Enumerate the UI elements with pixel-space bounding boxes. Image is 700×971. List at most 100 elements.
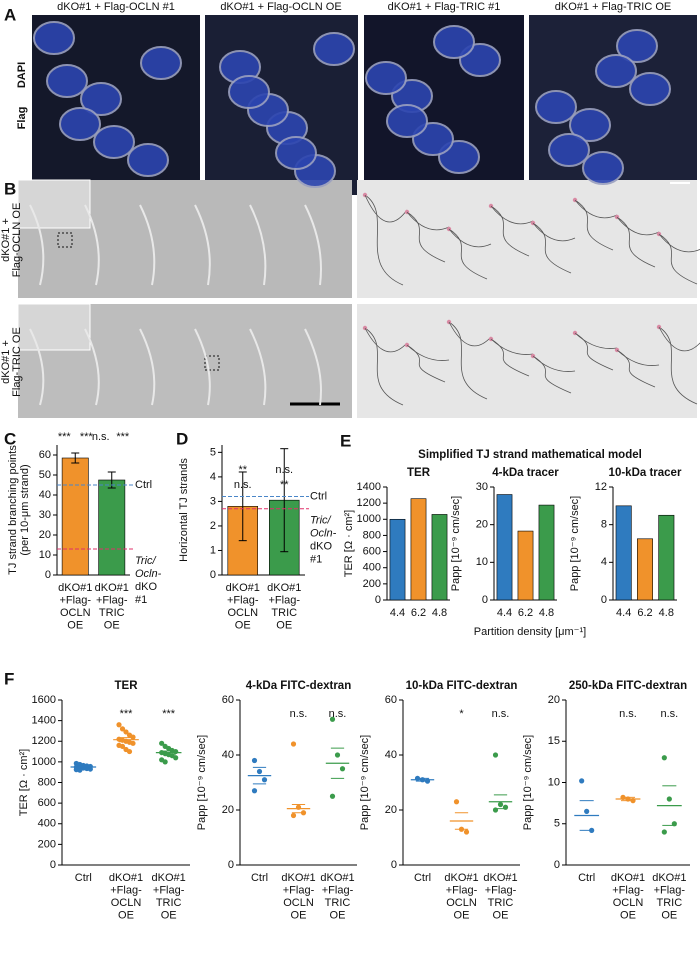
bar [658, 514, 675, 601]
x-tick-label: +Flag- [269, 594, 301, 606]
y-tick-label: 40 [385, 749, 397, 761]
data-point [463, 829, 470, 835]
panel-letter: E [340, 431, 351, 450]
column-title: dKO#1 + Flag-OCLN OE [220, 1, 341, 13]
y-tick-label: 0 [601, 594, 607, 606]
data-point [77, 767, 83, 773]
nucleus [386, 104, 428, 138]
x-tick-label: TRIC [99, 607, 125, 619]
y-tick-label: 20 [222, 804, 234, 816]
nucleus [93, 125, 135, 159]
bar [98, 479, 126, 576]
row-label: Flag-TRIC OE [11, 327, 23, 397]
strand [658, 233, 700, 253]
row-label: dKO#1 + [0, 218, 12, 262]
nucleus [595, 54, 637, 88]
significance: n.s. [660, 708, 678, 720]
significance: n.s. [234, 479, 252, 491]
strand [532, 355, 576, 372]
x-tick-label: +Flag- [283, 884, 315, 896]
bar [538, 504, 555, 601]
fracture-ridge [249, 328, 267, 406]
strand [448, 228, 492, 248]
y-tick-label: 50 [39, 469, 51, 481]
significance: *** [116, 431, 130, 443]
x-tick-label: Ctrl [578, 872, 595, 884]
x-tick-label: OE [104, 619, 120, 631]
nucleus [616, 29, 658, 63]
significance: n.s. [492, 708, 510, 720]
data-point [261, 777, 268, 783]
nucleus [46, 64, 88, 98]
x-tick-label: dKO#1 [226, 582, 260, 594]
strand [448, 321, 492, 347]
significance: n.s. [275, 464, 293, 476]
strand [448, 228, 488, 280]
nucleus [548, 133, 590, 167]
x-tick-label: OE [454, 909, 470, 921]
x-tick-label: TRIC [325, 897, 351, 909]
chart-title: 10-kDa tracer [609, 467, 682, 479]
data-point [329, 716, 336, 722]
x-tick-label: +Flag- [96, 594, 128, 606]
x-tick-label: TRIC [271, 607, 297, 619]
strand [658, 326, 698, 405]
y-tick-label: 2 [210, 520, 216, 532]
chart-title: 4-kDa FITC-dextran [246, 680, 351, 692]
x-tick-label: 4.4 [497, 607, 512, 619]
y-tick-label: 1200 [357, 497, 381, 509]
fracture-ridge [29, 328, 45, 406]
data-point [251, 757, 258, 764]
significance: ** [280, 479, 289, 491]
fracture-ridge [304, 328, 322, 406]
strand [616, 216, 660, 236]
x-tick-label: OCLN [283, 897, 314, 909]
fracture-ridge [194, 204, 211, 286]
reference-label: #1 [310, 554, 322, 566]
y-tick-label: 60 [39, 449, 51, 461]
nucleus [127, 143, 169, 177]
y-axis-label: Papp [10⁻⁹ cm/sec] [569, 496, 581, 592]
data-point [173, 755, 179, 761]
data-point [661, 829, 667, 835]
significance: *** [58, 431, 72, 443]
x-tick-label: 6.2 [637, 607, 652, 619]
y-tick-label: 40 [222, 749, 234, 761]
y-axis-label: Papp [10⁻⁹ cm/sec] [359, 735, 371, 831]
y-tick-label: 600 [363, 545, 381, 557]
strand [574, 332, 618, 349]
reference-label: Tric/ [310, 515, 332, 527]
strand [364, 194, 404, 286]
y-tick-label: 30 [476, 481, 488, 493]
significance: n.s. [92, 431, 110, 443]
nucleus [140, 46, 182, 80]
data-point [116, 722, 122, 728]
y-tick-label: 0 [482, 594, 488, 606]
y-tick-label: 1400 [32, 715, 56, 727]
y-axis-label: TER [Ω · cm²] [343, 510, 355, 578]
strand [406, 211, 446, 263]
inset-box-1 [57, 232, 73, 248]
nucleus [629, 72, 671, 106]
y-tick-label: 30 [39, 509, 51, 521]
chart-title: TER [115, 680, 139, 692]
y-axis-label: Papp [10⁻⁹ cm/sec] [522, 735, 534, 831]
panel-letter: A [4, 5, 16, 24]
y-tick-label: 0 [375, 594, 381, 606]
x-tick-label: dKO#1 [483, 872, 517, 884]
y-tick-label: 12 [595, 481, 607, 493]
data-point [159, 740, 165, 746]
nucleus [433, 25, 475, 59]
x-tick-label: TRIC [156, 897, 182, 909]
strand [364, 194, 408, 223]
y-axis-label: TJ strand branching points [7, 445, 19, 575]
nucleus [569, 108, 611, 142]
significance: *** [120, 708, 134, 720]
column-title: dKO#1 + Flag-TRIC OE [555, 1, 671, 13]
strand [532, 222, 576, 242]
significance: n.s. [329, 708, 347, 720]
strand [658, 233, 698, 285]
micrographs [17, 15, 700, 418]
strand [490, 205, 534, 225]
